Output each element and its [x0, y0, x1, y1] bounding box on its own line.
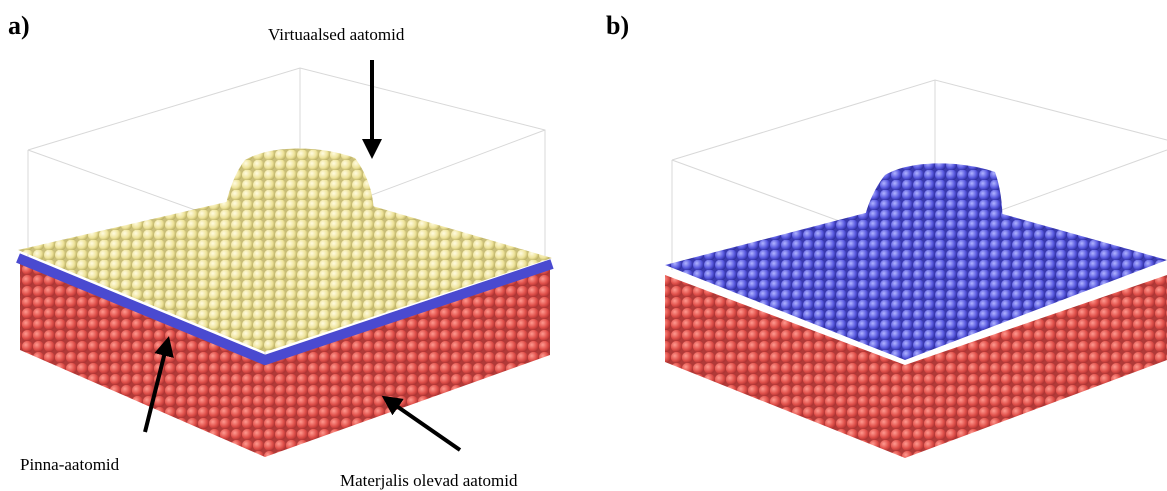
panel-label: a): [8, 11, 30, 40]
annotation: Materjalis olevad aatomid: [340, 471, 518, 490]
figure: a) Virtuaalsed aatomid Pinna-aatomid Mat…: [0, 0, 1167, 491]
annotation: Pinna-aatomid: [20, 455, 120, 474]
arrow: [385, 398, 460, 450]
panel-a: a) Virtuaalsed aatomid Pinna-aatomid Mat…: [8, 11, 552, 490]
annotation: Virtuaalsed aatomid: [268, 25, 405, 44]
surface-atoms-mound: [859, 163, 1003, 296]
panel-b: b): [606, 11, 1167, 458]
panel-label: b): [606, 11, 629, 40]
